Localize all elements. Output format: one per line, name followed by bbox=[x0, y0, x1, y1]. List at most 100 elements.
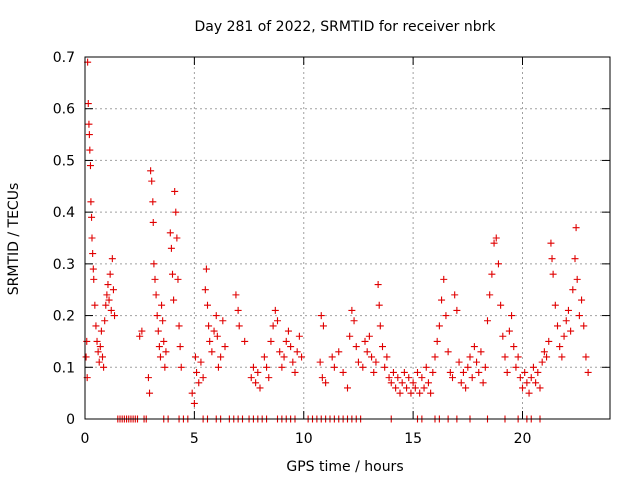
data-point bbox=[545, 337, 553, 345]
data-point bbox=[405, 374, 413, 382]
data-point bbox=[424, 379, 432, 387]
data-point bbox=[282, 337, 290, 345]
data-point bbox=[427, 389, 435, 397]
data-point bbox=[92, 322, 100, 330]
data-point bbox=[293, 348, 301, 356]
data-point bbox=[176, 343, 184, 351]
data-point bbox=[317, 312, 325, 320]
data-point bbox=[540, 348, 548, 356]
data-point bbox=[205, 322, 213, 330]
data-point bbox=[468, 374, 476, 382]
data-point bbox=[138, 327, 146, 335]
data-point bbox=[510, 343, 518, 351]
data-point bbox=[407, 389, 415, 397]
data-point bbox=[108, 255, 116, 263]
data-points bbox=[82, 58, 592, 423]
data-point bbox=[85, 131, 93, 139]
data-point bbox=[278, 363, 286, 371]
data-point bbox=[558, 353, 566, 361]
data-point bbox=[330, 363, 338, 371]
data-point bbox=[269, 322, 277, 330]
data-point bbox=[221, 343, 229, 351]
data-point bbox=[486, 291, 494, 299]
data-point bbox=[372, 358, 380, 366]
data-point bbox=[488, 270, 496, 278]
data-point bbox=[446, 368, 454, 376]
data-point bbox=[202, 265, 210, 273]
data-point bbox=[191, 353, 199, 361]
data-point bbox=[512, 363, 520, 371]
y-tick-label: 0.7 bbox=[53, 50, 75, 66]
data-point bbox=[166, 229, 174, 237]
data-point bbox=[352, 343, 360, 351]
data-point bbox=[234, 306, 242, 314]
data-point bbox=[101, 317, 109, 325]
data-point bbox=[420, 384, 428, 392]
data-point bbox=[442, 312, 450, 320]
data-point bbox=[284, 327, 292, 335]
data-point bbox=[503, 368, 511, 376]
data-point bbox=[547, 239, 555, 247]
data-point bbox=[188, 389, 196, 397]
x-tick-label: 20 bbox=[514, 431, 532, 447]
data-point bbox=[335, 348, 343, 356]
data-point bbox=[578, 296, 586, 304]
x-tick-label: 5 bbox=[190, 431, 199, 447]
data-point bbox=[252, 379, 260, 387]
data-point bbox=[280, 353, 288, 361]
data-point bbox=[492, 234, 500, 242]
data-point bbox=[87, 198, 95, 206]
data-point bbox=[363, 348, 371, 356]
data-point bbox=[381, 363, 389, 371]
data-point bbox=[562, 317, 570, 325]
data-point bbox=[396, 389, 404, 397]
data-point bbox=[374, 281, 382, 289]
data-point bbox=[159, 317, 167, 325]
data-point bbox=[107, 306, 115, 314]
data-point bbox=[573, 275, 581, 283]
data-point bbox=[501, 353, 509, 361]
data-point bbox=[82, 353, 90, 361]
data-point bbox=[85, 120, 93, 128]
data-point bbox=[523, 379, 531, 387]
data-point bbox=[162, 348, 170, 356]
data-point bbox=[199, 374, 207, 382]
data-point bbox=[152, 291, 160, 299]
data-point bbox=[494, 260, 502, 268]
data-point bbox=[99, 353, 106, 361]
data-point bbox=[89, 250, 97, 258]
data-point bbox=[167, 244, 175, 252]
data-point bbox=[548, 255, 556, 263]
data-point bbox=[368, 353, 376, 361]
data-point bbox=[158, 301, 166, 309]
data-point bbox=[532, 379, 540, 387]
data-point bbox=[453, 306, 461, 314]
data-point bbox=[148, 177, 156, 185]
data-point bbox=[328, 353, 336, 361]
data-point bbox=[151, 275, 159, 283]
data-point bbox=[219, 317, 227, 325]
data-point bbox=[267, 337, 275, 345]
data-point bbox=[254, 368, 262, 376]
data-point bbox=[490, 239, 498, 247]
data-point bbox=[572, 224, 580, 232]
data-point bbox=[389, 368, 397, 376]
data-point bbox=[84, 100, 92, 108]
data-point bbox=[459, 368, 467, 376]
data-point bbox=[96, 343, 104, 351]
data-point bbox=[344, 384, 351, 392]
data-point bbox=[571, 255, 579, 263]
data-point bbox=[155, 343, 163, 351]
data-point bbox=[477, 348, 485, 356]
data-point bbox=[455, 358, 463, 366]
data-point bbox=[232, 291, 240, 299]
data-point bbox=[100, 363, 108, 371]
data-point bbox=[379, 343, 386, 351]
data-point bbox=[398, 379, 406, 387]
data-point bbox=[457, 379, 465, 387]
data-point bbox=[580, 322, 588, 330]
data-point bbox=[449, 374, 456, 382]
data-point bbox=[249, 363, 257, 371]
data-point bbox=[150, 260, 158, 268]
